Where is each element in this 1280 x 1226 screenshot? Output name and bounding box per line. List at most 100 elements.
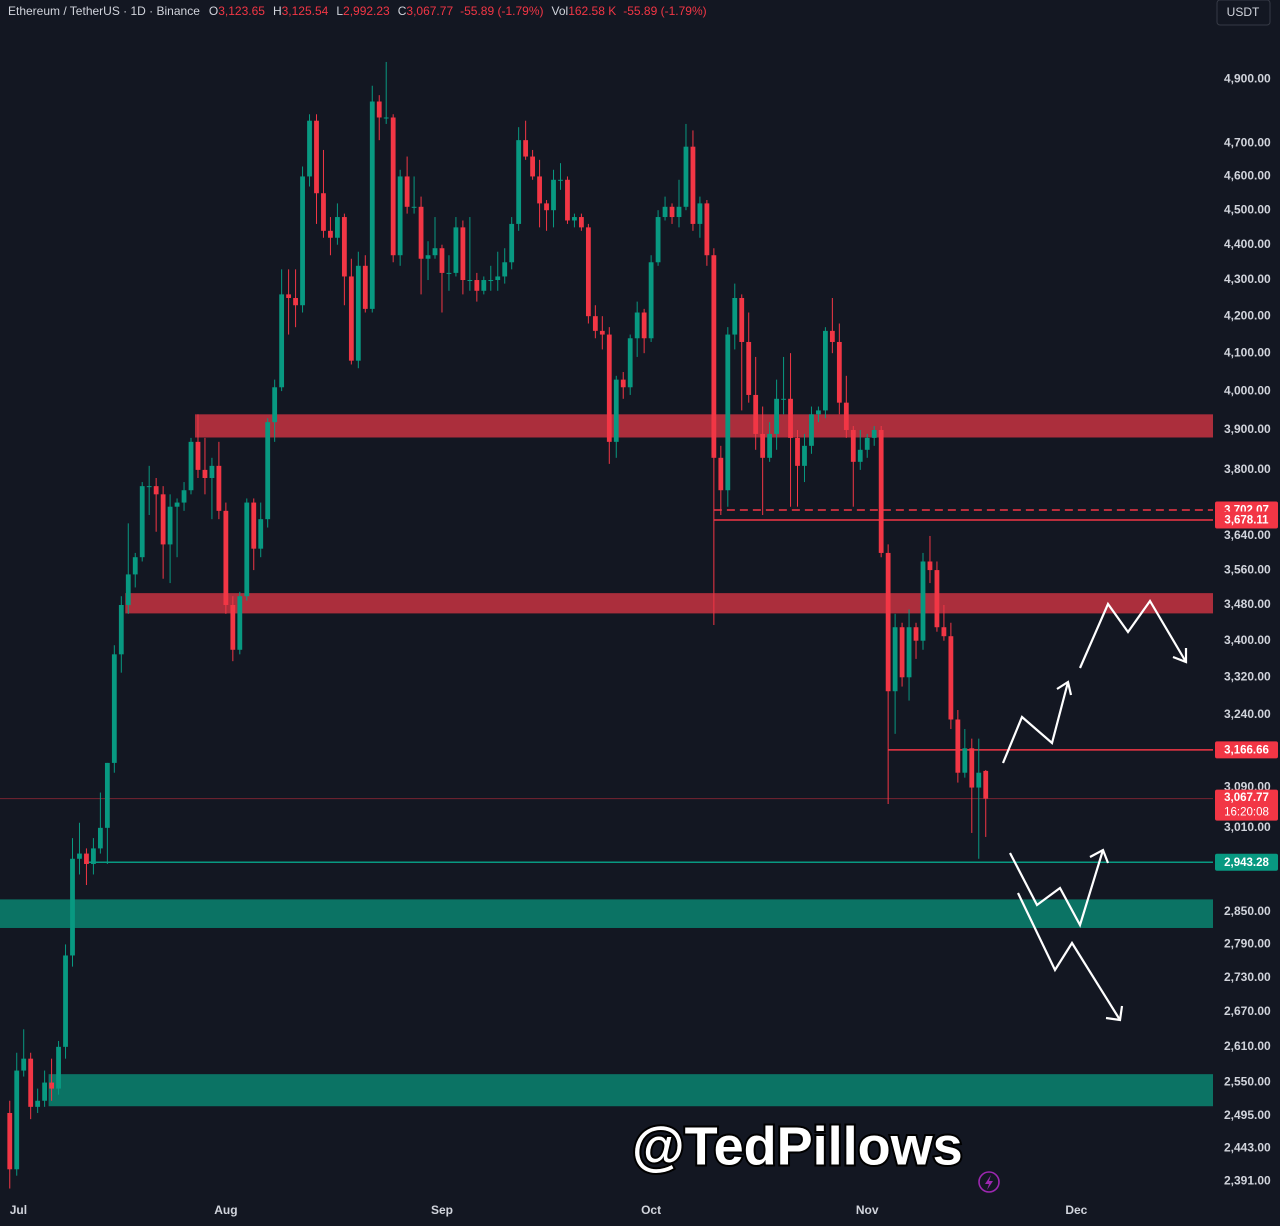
price-label-box xyxy=(1215,853,1278,871)
candle-body xyxy=(404,176,410,207)
currency-label[interactable]: USDT xyxy=(1227,5,1260,19)
projection-arrow xyxy=(1078,598,1187,669)
candle-body xyxy=(906,627,912,678)
candle-body xyxy=(579,217,584,228)
candle-body xyxy=(425,255,431,259)
candle-body xyxy=(683,146,689,207)
candle-body xyxy=(77,853,82,859)
currency-button[interactable] xyxy=(1216,0,1271,26)
candle-body xyxy=(258,519,264,549)
candle-body xyxy=(802,445,807,466)
candle-body xyxy=(920,561,926,641)
zones xyxy=(0,414,1214,1107)
candle-body xyxy=(565,179,570,221)
candle-body xyxy=(899,627,905,678)
candle-body xyxy=(35,1100,41,1107)
candle-body xyxy=(927,561,933,571)
candle-body xyxy=(523,140,529,157)
candle-body xyxy=(418,206,424,259)
candle-body xyxy=(725,334,731,491)
y-tick-label: 4,900.00 xyxy=(1224,72,1271,86)
candle-body xyxy=(28,1058,34,1107)
candle-body xyxy=(341,217,347,277)
candle-body xyxy=(244,502,250,597)
y-tick-label: 2,391.00 xyxy=(1224,1174,1271,1188)
price-label-box xyxy=(1215,741,1278,759)
projection-arrow xyxy=(1009,849,1105,928)
ohlc-value: 3,125.54 xyxy=(281,4,329,18)
candle-body xyxy=(544,203,549,211)
ohlc-value: 3,067.77 xyxy=(406,4,454,18)
candle-body xyxy=(502,262,508,277)
y-tick-label: 3,800.00 xyxy=(1224,462,1271,476)
candle-body xyxy=(237,596,243,650)
candle-body xyxy=(328,230,333,238)
candle-body xyxy=(641,312,647,339)
candle-body xyxy=(537,176,542,204)
candle-body xyxy=(822,330,828,411)
zone xyxy=(0,899,1213,928)
volume-key: Vol xyxy=(551,4,569,18)
candle-body xyxy=(983,770,989,799)
y-tick-label: 2,610.00 xyxy=(1224,1039,1271,1053)
candle-body xyxy=(753,394,759,434)
candle-body xyxy=(739,297,745,342)
candle-body xyxy=(411,206,417,208)
candle-body xyxy=(167,506,173,545)
candle-body xyxy=(613,379,619,442)
x-tick-label: Dec xyxy=(1065,1203,1087,1217)
candle-body xyxy=(7,1112,13,1170)
ohlc-key: H xyxy=(272,4,282,18)
y-tick-label: 3,320.00 xyxy=(1224,669,1271,683)
candle-body xyxy=(439,248,445,273)
candle-body xyxy=(976,772,982,788)
candle-body xyxy=(397,176,403,256)
x-tick-label: Jul xyxy=(10,1203,27,1217)
y-tick-label: 3,900.00 xyxy=(1224,422,1271,436)
y-tick-label: 3,240.00 xyxy=(1224,707,1271,721)
candle-body xyxy=(286,294,292,298)
candle-body xyxy=(558,179,563,181)
icon-circle xyxy=(978,1171,1000,1193)
candle-body xyxy=(84,853,89,864)
candle-body xyxy=(592,316,598,331)
candle-body xyxy=(718,457,724,491)
candle-body xyxy=(809,414,814,446)
candle-body xyxy=(857,449,863,462)
zone xyxy=(48,1074,1213,1107)
watermark: @TedPillows xyxy=(632,1116,963,1176)
candle-body xyxy=(153,486,159,495)
y-tick-label: 3,400.00 xyxy=(1224,633,1271,647)
levels xyxy=(0,509,1213,864)
candle-body xyxy=(634,312,640,339)
candle-body xyxy=(91,848,96,864)
ohlc-value: 3,123.65 xyxy=(218,4,265,18)
candle-body xyxy=(335,217,340,238)
candle-body xyxy=(321,193,326,231)
ohlc-value: 2,992.23 xyxy=(343,4,390,18)
candle-body xyxy=(850,429,856,462)
candle-body xyxy=(516,140,522,224)
candle-body xyxy=(348,276,354,361)
candle-body xyxy=(251,502,257,549)
arrow-head xyxy=(1089,848,1110,864)
arrow-head xyxy=(1105,1005,1124,1022)
candle-body xyxy=(774,398,779,434)
y-tick-label: 4,600.00 xyxy=(1224,169,1271,183)
y-tick-label: 4,100.00 xyxy=(1224,345,1271,359)
price-label: 2,943.28 xyxy=(1224,857,1269,869)
candle-body xyxy=(202,469,208,478)
x-tick-label: Aug xyxy=(214,1203,237,1217)
ohlc-key: C xyxy=(397,4,407,18)
candle-body xyxy=(843,402,849,430)
candle-body xyxy=(125,574,131,605)
candle-body xyxy=(49,1082,54,1089)
candle-body xyxy=(369,101,375,309)
countdown: 16:20:08 xyxy=(1224,807,1269,819)
candle-body xyxy=(118,604,124,655)
candle-body xyxy=(704,203,710,256)
candle-body xyxy=(223,510,229,605)
candle-body xyxy=(488,280,494,282)
candle-body xyxy=(551,179,556,211)
x-tick-label: Oct xyxy=(641,1203,661,1217)
